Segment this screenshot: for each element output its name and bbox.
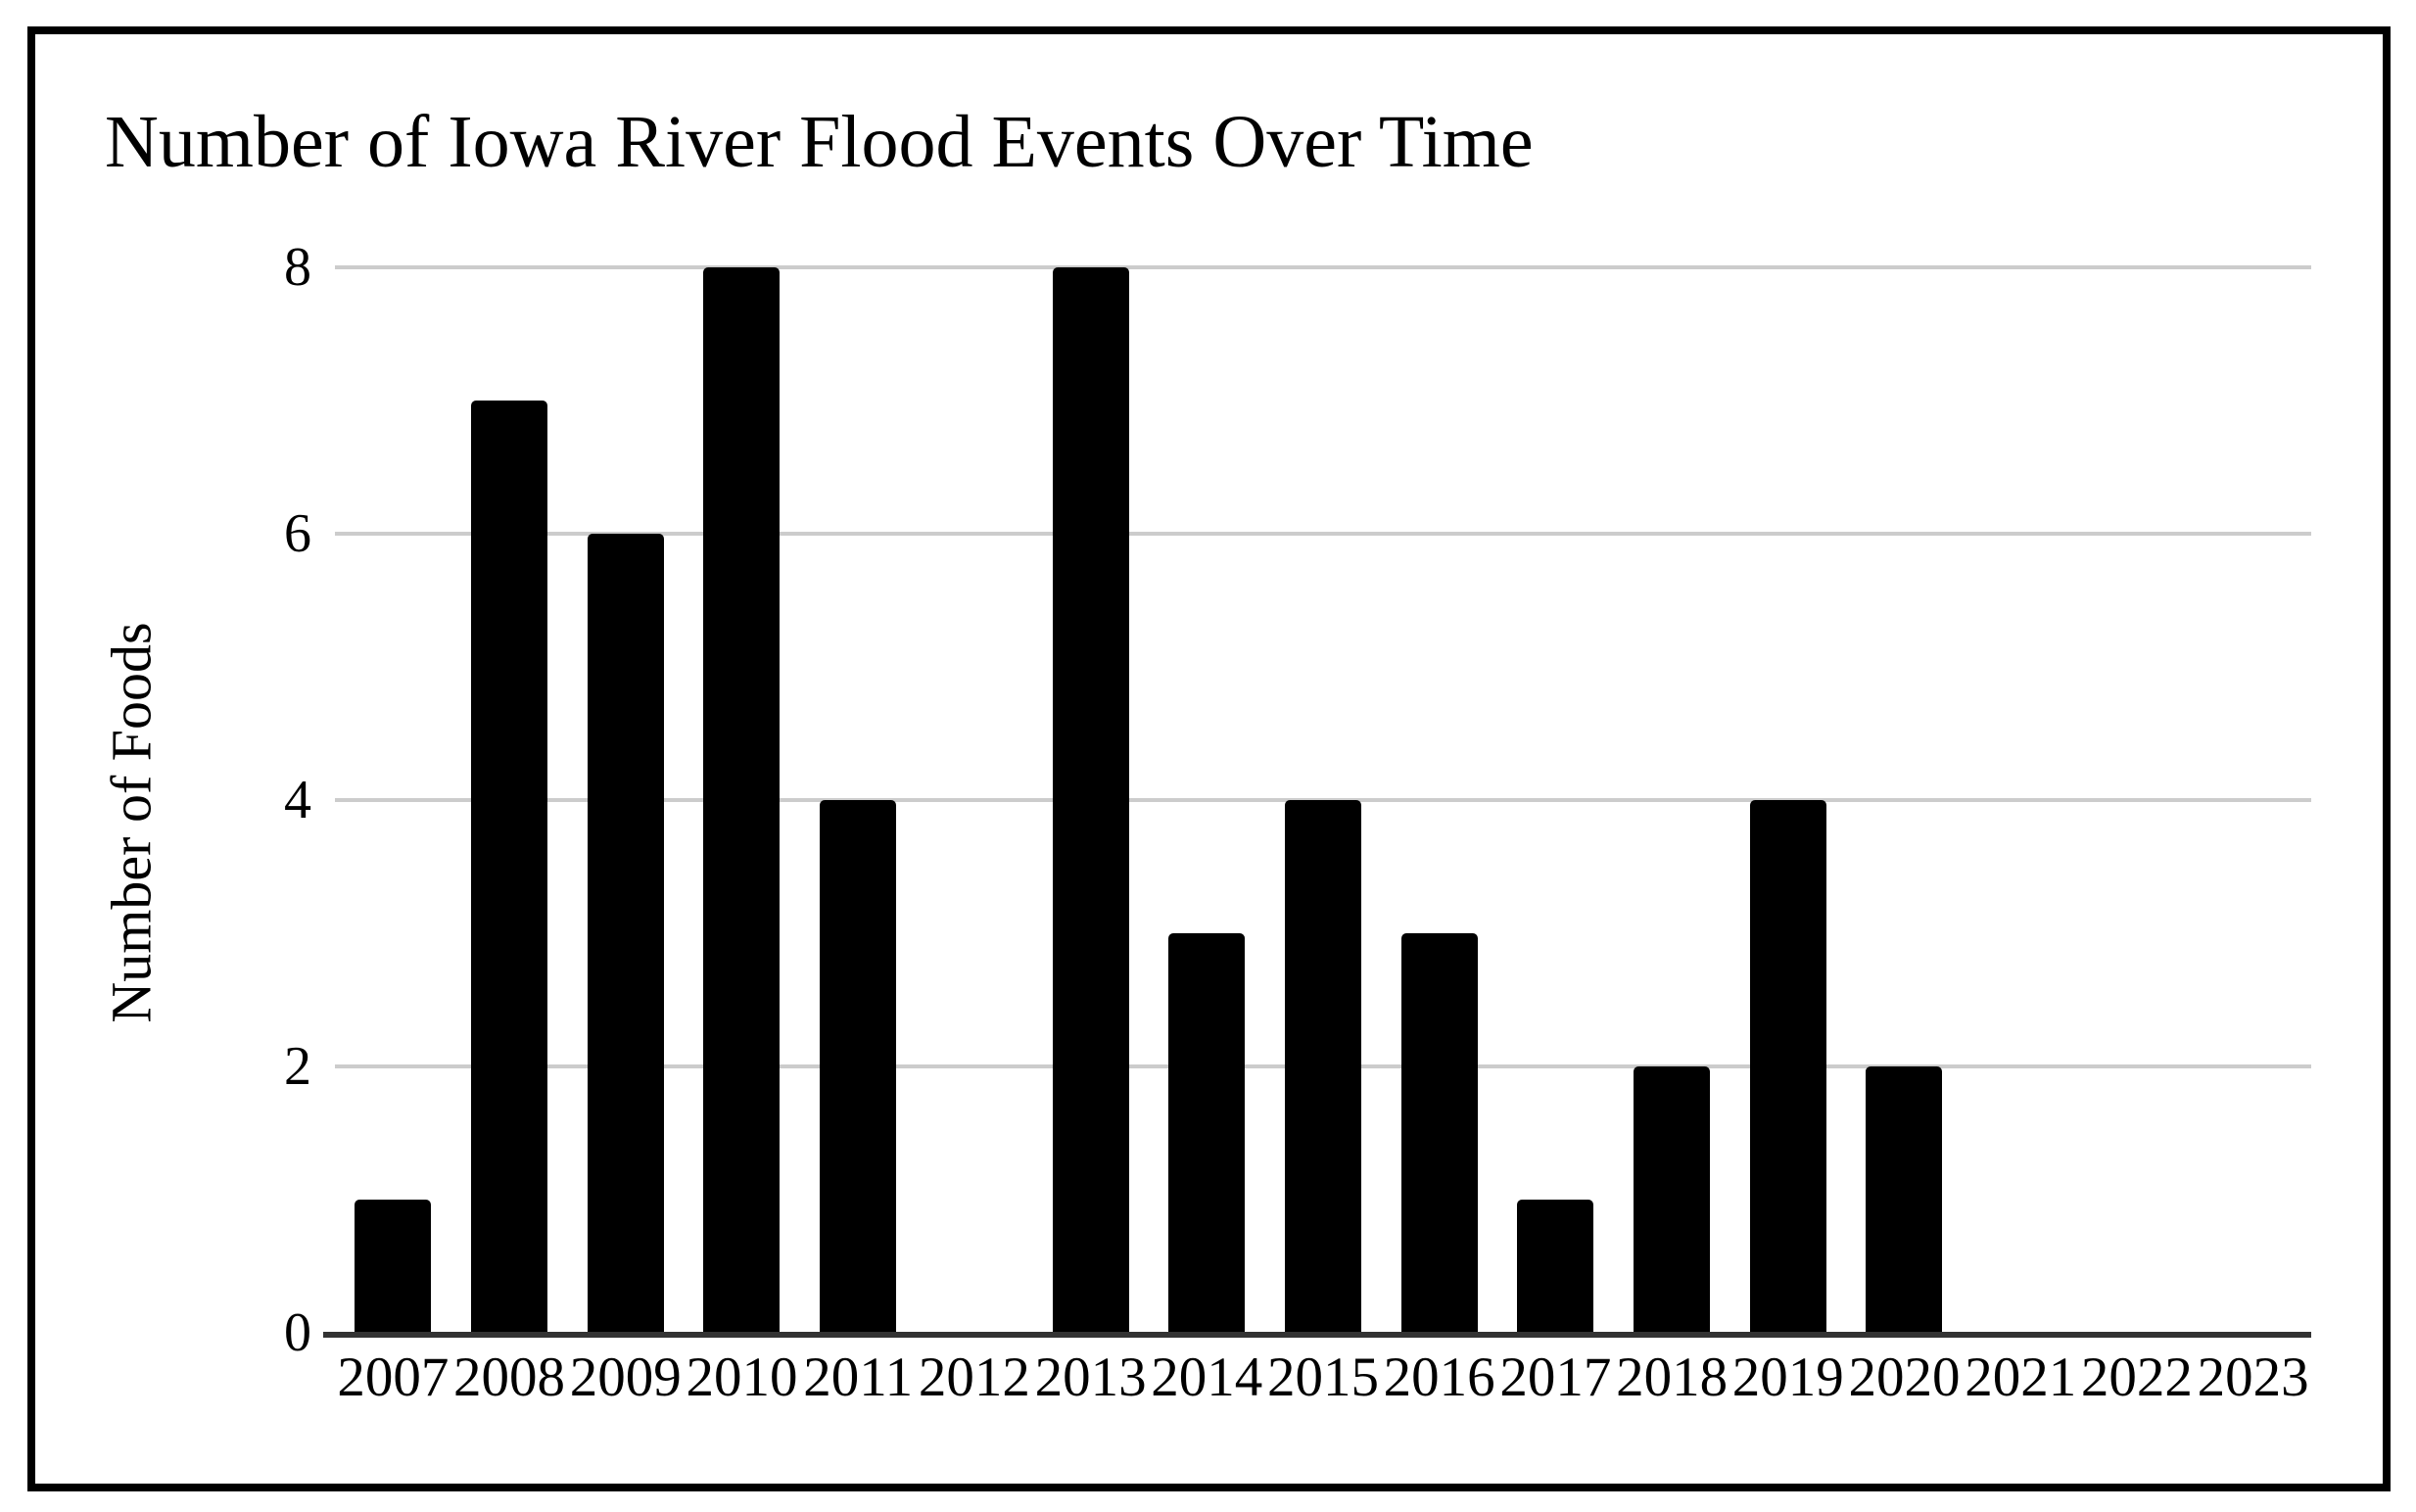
bar-2013: [1052, 267, 1129, 1333]
x-tick-label-2019: 2019: [1731, 1347, 1844, 1408]
x-tick-label-2021: 2021: [1965, 1347, 2077, 1408]
x-tick-label-2017: 2017: [1499, 1347, 1612, 1408]
chart-border-frame: [27, 26, 2391, 1491]
bar-column-2019: [1729, 267, 1846, 1333]
bar-2010: [703, 267, 781, 1333]
bar-2015: [1284, 800, 1361, 1333]
bar-2019: [1749, 800, 1826, 1333]
x-tick-label-2014: 2014: [1151, 1347, 1263, 1408]
bar-column-2011: [800, 267, 917, 1333]
bar-column-2012: [917, 267, 1033, 1333]
bar-column-2022: [2079, 267, 2196, 1333]
x-tick-label-2011: 2011: [803, 1347, 914, 1408]
y-tick-label-4: 4: [284, 770, 311, 830]
bar-column-2008: [451, 267, 568, 1333]
plot-area: [323, 265, 2311, 1338]
bar-column-2009: [567, 267, 684, 1333]
bar-2014: [1168, 933, 1246, 1333]
bar-column-2017: [1497, 267, 1614, 1333]
bar-column-2010: [684, 267, 800, 1333]
x-tick-label-2007: 2007: [337, 1347, 450, 1408]
y-tick-label-6: 6: [284, 503, 311, 564]
x-tick-label-2022: 2022: [2080, 1347, 2193, 1408]
x-tick-label-2013: 2013: [1034, 1347, 1147, 1408]
gridline-8: [335, 265, 2311, 269]
bar-column-2016: [1381, 267, 1497, 1333]
x-axis-line: [323, 1332, 2311, 1338]
x-tick-label-2018: 2018: [1616, 1347, 1729, 1408]
bar-column-2013: [1032, 267, 1149, 1333]
y-tick-label-8: 8: [284, 237, 311, 298]
x-tick-label-2010: 2010: [686, 1347, 798, 1408]
bar-column-2023: [2195, 267, 2311, 1333]
bar-column-2020: [1846, 267, 1963, 1333]
x-tick-label-2020: 2020: [1848, 1347, 1961, 1408]
bar-column-2018: [1614, 267, 1730, 1333]
bar-2009: [587, 534, 664, 1333]
bar-2016: [1400, 933, 1478, 1333]
x-axis-tick-labels: 2007 2008 2009 2010 2011 2012 2013 2014 2015 2016…: [335, 1346, 2311, 1410]
x-tick-label-2008: 2008: [453, 1347, 566, 1408]
x-tick-label-2016: 2016: [1383, 1347, 1495, 1408]
x-tick-label-2012: 2012: [918, 1347, 1030, 1408]
bar-2011: [820, 800, 897, 1333]
x-tick-label-2009: 2009: [569, 1347, 682, 1408]
bar-column-2021: [1963, 267, 2079, 1333]
bar-2018: [1634, 1066, 1711, 1333]
x-tick-label-2023: 2023: [2197, 1347, 2309, 1408]
bar-2008: [471, 401, 548, 1333]
y-axis-tick-labels: 8 6 4 2 0: [0, 240, 311, 1360]
gridline-6: [335, 532, 2311, 536]
bar-2007: [355, 1200, 432, 1333]
x-tick-label-2015: 2015: [1266, 1347, 1379, 1408]
bar-2017: [1517, 1200, 1594, 1333]
y-tick-label-2: 2: [284, 1036, 311, 1097]
bar-column-2015: [1265, 267, 1382, 1333]
bar-2020: [1866, 1066, 1943, 1333]
y-tick-label-0: 0: [284, 1302, 311, 1363]
bars-group: [335, 267, 2311, 1333]
bar-column-2007: [335, 267, 451, 1333]
chart-title: Number of Iowa River Flood Events Over T…: [105, 101, 1534, 183]
bar-column-2014: [1149, 267, 1265, 1333]
